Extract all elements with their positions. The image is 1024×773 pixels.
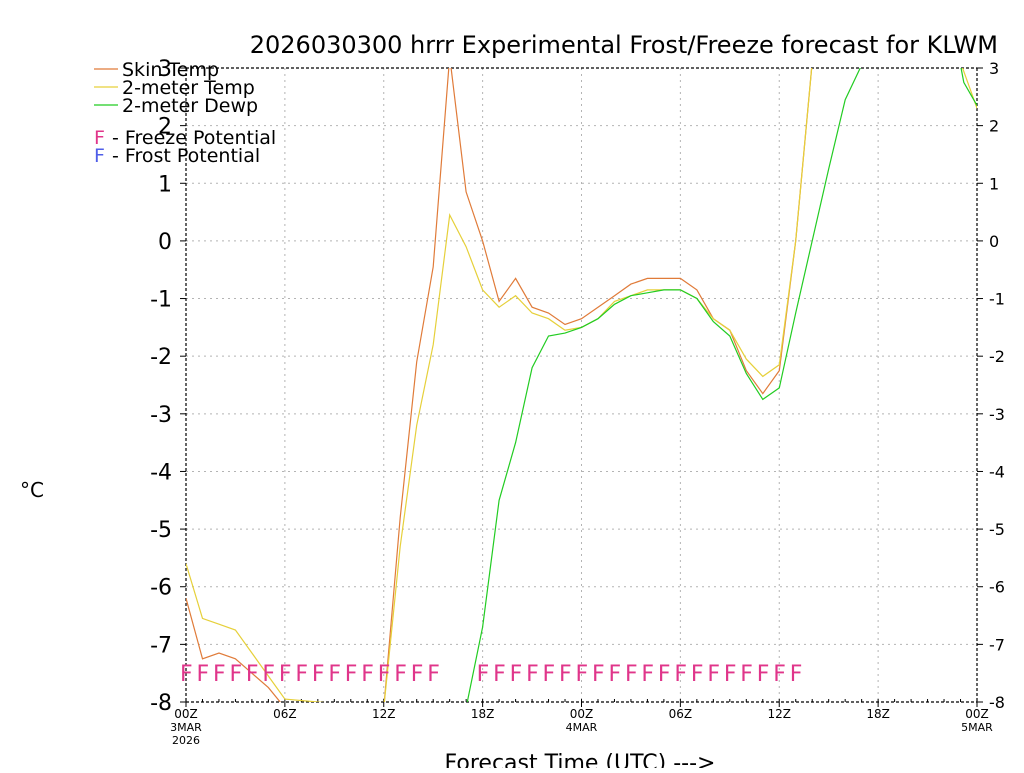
freeze-mark: F	[213, 662, 226, 687]
y-tick-label-right: 0	[989, 232, 999, 251]
y-tick-label-right: -1	[989, 290, 1005, 309]
x-tick-label: 06Z	[273, 707, 297, 721]
freeze-mark: F	[345, 662, 358, 687]
x-tick-label: 18Z	[866, 707, 890, 721]
series-line-skin-temp	[186, 68, 813, 702]
y-tick-label-left: -5	[150, 518, 172, 543]
x-tick-date: 5MAR	[961, 721, 993, 734]
freeze-mark: F	[658, 662, 671, 687]
freeze-mark: F	[576, 662, 589, 687]
x-axis-label: Forecast Time (UTC) --->	[445, 751, 716, 768]
freeze-mark: F	[740, 662, 753, 687]
potential-label: - Frost Potential	[106, 145, 260, 167]
freeze-mark: F	[229, 662, 242, 687]
y-tick-label-left: -3	[150, 403, 172, 428]
freeze-mark: F	[691, 662, 704, 687]
legend-label: 2-meter Dewp	[122, 95, 258, 117]
x-tick-label: 00Z	[174, 707, 198, 721]
freeze-mark: F	[526, 662, 539, 687]
potential-marker: F	[94, 127, 105, 149]
freeze-mark: F	[724, 662, 737, 687]
freeze-mark: F	[411, 662, 424, 687]
grid	[186, 68, 977, 702]
y-tick-label-left: 1	[158, 172, 172, 197]
y-tick-label-right: 2	[989, 117, 999, 136]
potential-marker: F	[94, 145, 105, 167]
legend-label: Skin Temp	[122, 59, 219, 81]
freeze-mark: F	[328, 662, 341, 687]
freeze-mark: F	[427, 662, 440, 687]
y-tick-label-left: -1	[150, 288, 172, 313]
series-line-2-meter-temp	[186, 68, 977, 702]
x-tick-label: 12Z	[768, 707, 792, 721]
y-tick-label-right: -5	[989, 520, 1005, 539]
y-tick-label-right: -3	[989, 405, 1005, 424]
freeze-mark: F	[295, 662, 308, 687]
freeze-mark: F	[246, 662, 259, 687]
y-tick-label-left: -8	[150, 691, 172, 716]
y-tick-label-left: 3	[158, 57, 172, 82]
freeze-mark: F	[510, 662, 523, 687]
freeze-mark: F	[361, 662, 374, 687]
y-tick-label-right: -4	[989, 462, 1005, 481]
y-tick-label-left: 0	[158, 230, 172, 255]
freeze-mark: F	[641, 662, 654, 687]
freeze-mark: F	[559, 662, 572, 687]
y-tick-label-right: -8	[989, 693, 1005, 712]
x-tick-label: 18Z	[471, 707, 495, 721]
y-tick-label-left: -2	[150, 345, 172, 370]
freeze-mark: F	[378, 662, 391, 687]
freeze-mark: F	[394, 662, 407, 687]
freeze-mark: F	[707, 662, 720, 687]
series-line-2-meter-dewp	[466, 68, 977, 702]
x-tick-label: 06Z	[669, 707, 693, 721]
freeze-mark: F	[773, 662, 786, 687]
x-tick-date: 3MAR	[170, 721, 202, 734]
y-tick-label-left: 2	[158, 115, 172, 140]
y-tick-label-right: 3	[989, 59, 999, 78]
freeze-mark: F	[477, 662, 490, 687]
freeze-mark: F	[279, 662, 292, 687]
freeze-mark: F	[790, 662, 803, 687]
freeze-mark: F	[262, 662, 275, 687]
freeze-mark: F	[196, 662, 209, 687]
potential-label: - Freeze Potential	[106, 127, 276, 149]
y-axis-label: °C	[20, 478, 44, 502]
y-tick-label-right: -6	[989, 578, 1005, 597]
y-tick-label-left: -7	[150, 633, 172, 658]
x-tick-year: 2026	[172, 734, 200, 747]
series-layer	[186, 68, 977, 702]
freeze-mark: F	[592, 662, 605, 687]
x-tick-label: 00Z	[965, 707, 989, 721]
freeze-mark: F	[180, 662, 193, 687]
freeze-mark: F	[312, 662, 325, 687]
freeze-mark: F	[493, 662, 506, 687]
axes: -8 -8 -7 -7 -6 -6 -5 -5 -4 -4 -3 -3 -2 -2 -1 -1 0 0 1 1 2 2 3 3…	[150, 57, 1005, 747]
x-tick-date: 4MAR	[566, 721, 598, 734]
freeze-mark: F	[625, 662, 638, 687]
y-tick-label-right: -2	[989, 347, 1005, 366]
freeze-mark: F	[757, 662, 770, 687]
x-tick-label: 12Z	[372, 707, 396, 721]
freeze-mark: F	[608, 662, 621, 687]
chart-title: 2026030300 hrrr Experimental Frost/Freez…	[250, 31, 998, 59]
y-tick-label-left: -6	[150, 576, 172, 601]
freeze-mark: F	[674, 662, 687, 687]
y-tick-label-right: -7	[989, 635, 1005, 654]
y-tick-label-right: 1	[989, 174, 999, 193]
legend-label: 2-meter Temp	[122, 77, 255, 99]
y-tick-label-left: -4	[150, 460, 172, 485]
freeze-mark: F	[543, 662, 556, 687]
x-tick-label: 00Z	[570, 707, 594, 721]
